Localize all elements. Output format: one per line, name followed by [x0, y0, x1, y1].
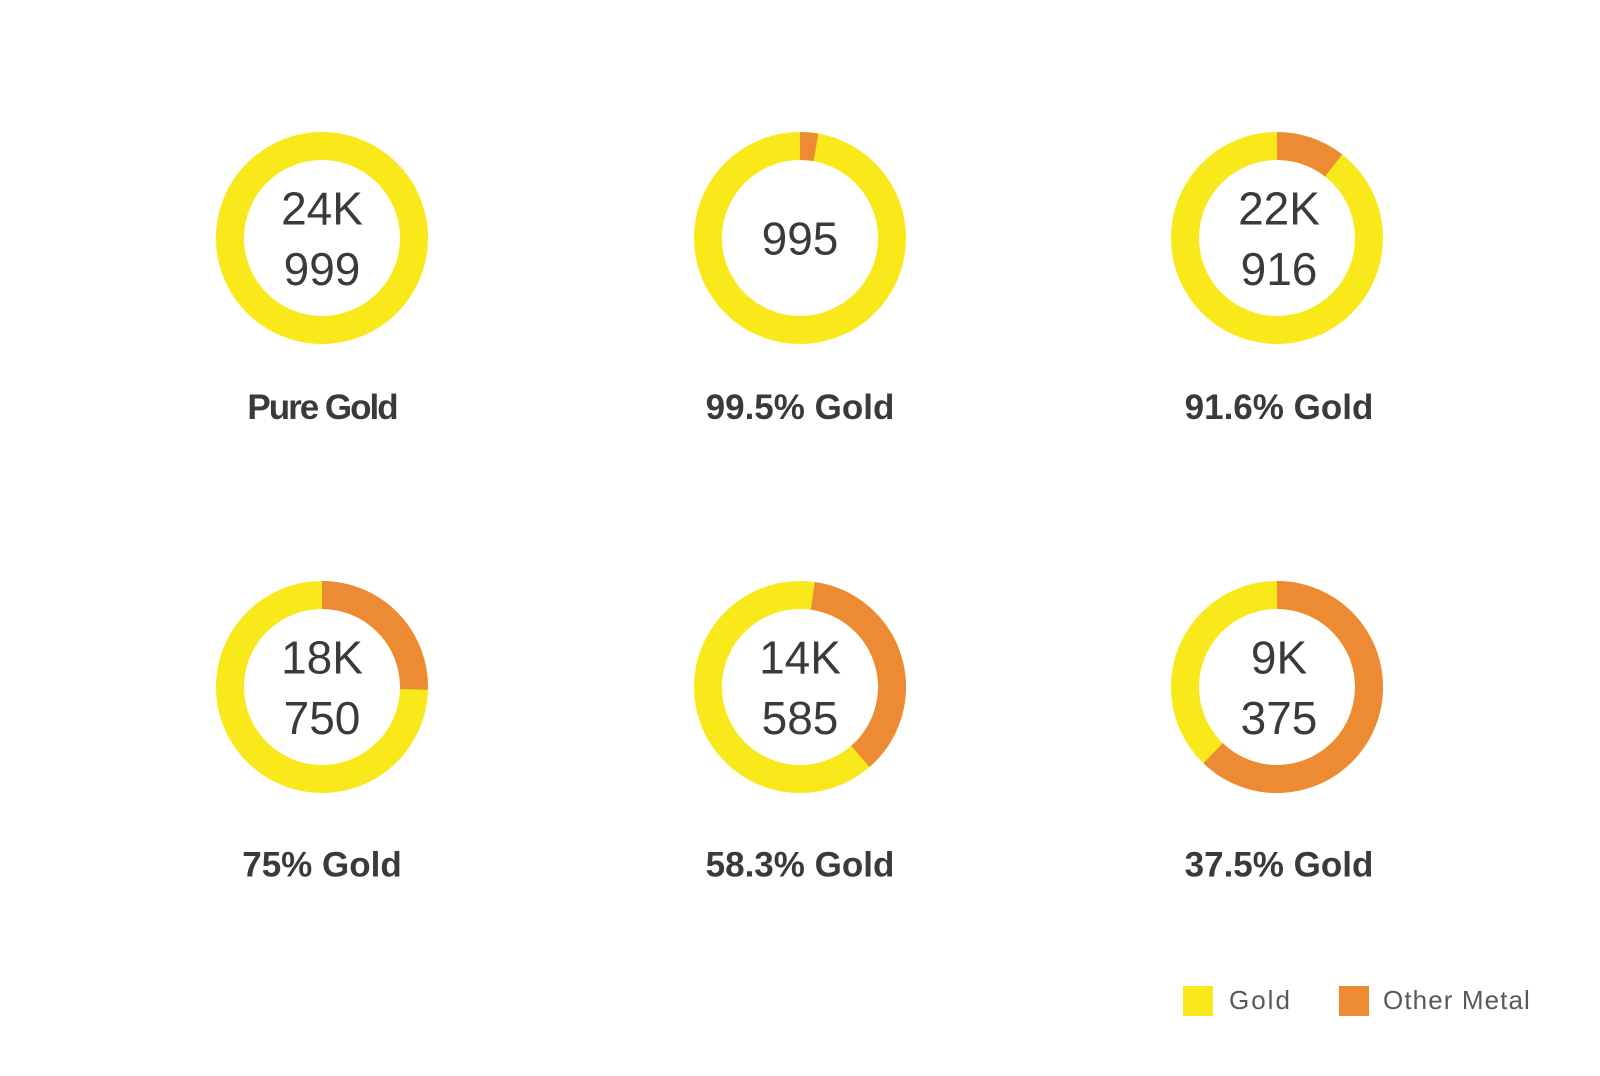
svg-text:22K: 22K — [1238, 183, 1320, 235]
svg-text:375: 375 — [1241, 692, 1318, 744]
svg-text:18K: 18K — [281, 632, 363, 684]
svg-text:14K: 14K — [759, 632, 841, 684]
svg-text:Gold: Gold — [1229, 985, 1292, 1015]
svg-text:99.5% Gold: 99.5% Gold — [706, 388, 895, 427]
svg-text:9K: 9K — [1251, 632, 1308, 684]
svg-text:916: 916 — [1241, 243, 1318, 295]
svg-text:24K: 24K — [281, 183, 363, 235]
svg-text:999: 999 — [284, 243, 361, 295]
svg-text:75% Gold: 75% Gold — [242, 846, 401, 885]
svg-text:Other Metal: Other Metal — [1383, 985, 1531, 1015]
svg-text:750: 750 — [284, 692, 361, 744]
svg-text:995: 995 — [762, 213, 839, 265]
svg-text:Pure Gold: Pure Gold — [247, 388, 397, 427]
svg-text:58.3% Gold: 58.3% Gold — [706, 846, 895, 885]
svg-text:585: 585 — [762, 692, 839, 744]
svg-text:37.5% Gold: 37.5% Gold — [1185, 846, 1374, 885]
svg-text:91.6% Gold: 91.6% Gold — [1185, 388, 1374, 427]
